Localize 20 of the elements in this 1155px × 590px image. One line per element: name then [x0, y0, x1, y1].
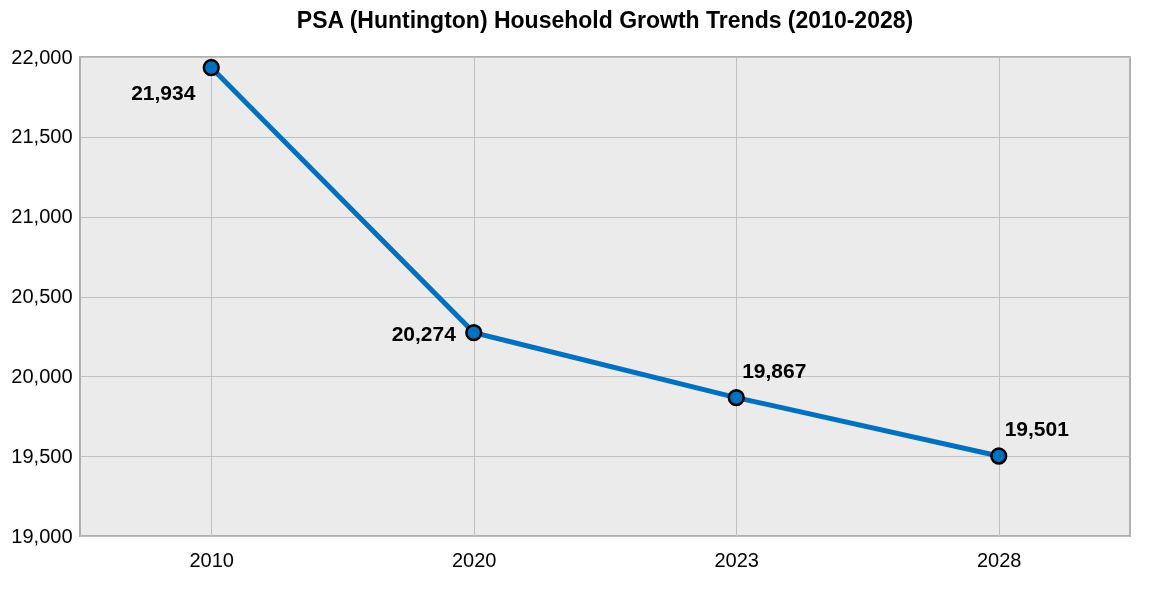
x-tick-label: 2028 [977, 548, 1022, 571]
data-label: 19,501 [1004, 417, 1070, 441]
y-tick-label: 20,500 [11, 285, 73, 307]
chart-title: PSA (Huntington) Household Growth Trends (2010-2028) [296, 7, 914, 33]
x-tick-label: 2020 [452, 548, 497, 571]
point [202, 58, 220, 77]
x-tick-label: 2010 [189, 548, 234, 571]
x-tick-label: 2023 [714, 548, 759, 571]
y-tick-label: 19,000 [11, 524, 73, 547]
data-label: 21,934 [131, 80, 196, 104]
data-label: 19,867 [742, 358, 807, 382]
y-tick-label: 19,500 [11, 444, 73, 467]
point [990, 447, 1008, 465]
point [727, 388, 745, 407]
y-tick-label: 22,000 [11, 45, 73, 68]
point [465, 323, 483, 342]
y-tick-label: 20,000 [11, 364, 73, 387]
y-tick-label: 21,500 [11, 125, 73, 148]
data-label: 20,274 [391, 321, 457, 345]
y-tick-label: 21,000 [11, 205, 73, 228]
